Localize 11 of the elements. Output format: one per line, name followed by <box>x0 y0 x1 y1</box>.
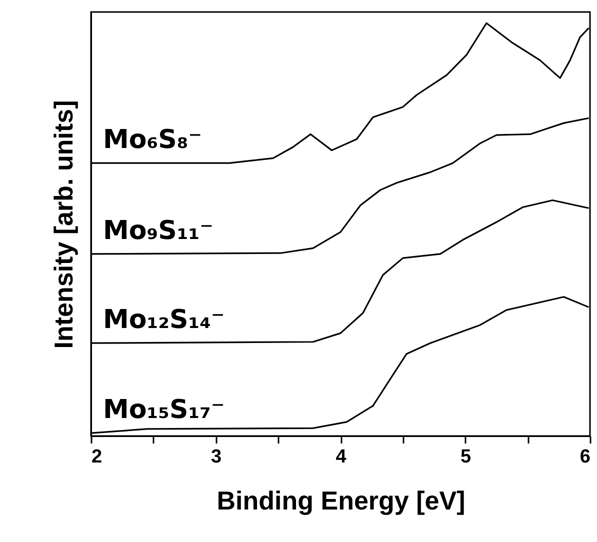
x-tick-label: 2 <box>92 446 102 468</box>
x-tick-label: 5 <box>460 446 472 468</box>
series-label: Mo₉S₁₁⁻ <box>103 216 214 246</box>
x-axis-title: Binding Energy [eV] <box>216 486 466 516</box>
x-tick-label: 4 <box>336 446 347 468</box>
x-tick-label: 3 <box>210 446 222 468</box>
series-label: Mo₁₅S₁₇⁻ <box>103 395 225 426</box>
y-axis-title: Intensity [arb. units] <box>48 100 78 349</box>
series-label: Mo₆S₈⁻ <box>103 125 202 156</box>
x-tick-label: 6 <box>580 446 590 468</box>
series-label: Mo₁₂S₁₄⁻ <box>103 305 225 336</box>
